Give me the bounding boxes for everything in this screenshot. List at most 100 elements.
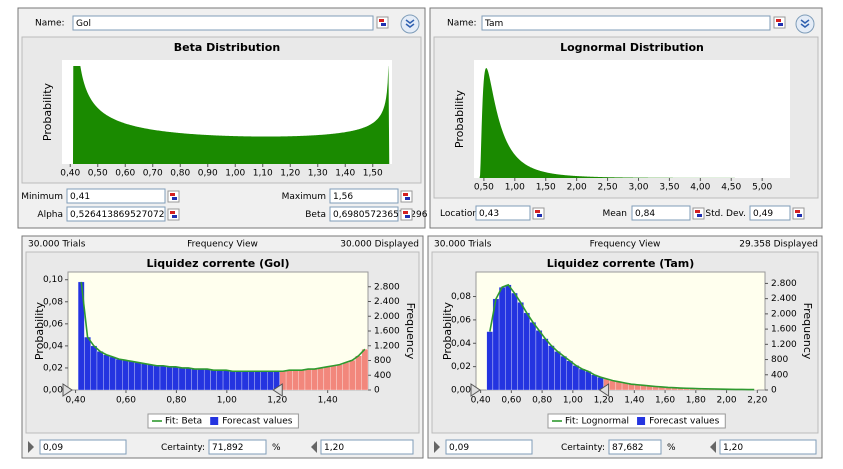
icon-red xyxy=(379,19,384,22)
upper-grabber[interactable] xyxy=(598,383,610,397)
lower-grabber[interactable] xyxy=(62,383,73,397)
y-tick-label: 0,00 xyxy=(451,386,471,396)
icon-frame xyxy=(792,207,805,220)
field-label: Beta xyxy=(305,210,326,220)
histogram-bar xyxy=(140,363,148,391)
cell-reference-button[interactable] xyxy=(376,16,389,29)
field-label: Alpha xyxy=(37,210,63,220)
cell-reference-button[interactable] xyxy=(773,16,786,29)
input-value: 0,698057236574296 xyxy=(333,210,428,220)
input-box[interactable] xyxy=(475,205,531,221)
cell-reference-button[interactable] xyxy=(167,190,180,203)
histogram-bar xyxy=(191,368,198,391)
histogram-bar xyxy=(122,360,129,391)
lower-arrow xyxy=(28,441,34,453)
input-box[interactable] xyxy=(208,439,267,455)
y2-tick-label: 1.600 xyxy=(771,325,797,335)
input-box[interactable] xyxy=(66,188,166,204)
input-box[interactable] xyxy=(719,439,817,455)
input-value: 71,892 xyxy=(212,443,244,453)
x-tick-label: 4,00 xyxy=(690,183,710,193)
expand-button[interactable] xyxy=(400,14,420,34)
input-value: 1,20 xyxy=(324,443,344,453)
y2-axis-title: Frequency xyxy=(404,303,417,360)
histogram-bar xyxy=(267,371,274,391)
cell-reference-button[interactable] xyxy=(792,207,805,220)
x-tick-label: 2,00 xyxy=(717,396,737,406)
x-tick-label: 1,40 xyxy=(318,396,338,406)
y-tick-label: 0,08 xyxy=(43,297,63,307)
histogram-bar xyxy=(210,369,217,391)
histogram-bar xyxy=(578,368,586,391)
input-box[interactable] xyxy=(481,15,771,31)
x-tick-label: 0,90 xyxy=(198,169,218,179)
cell-reference-button[interactable] xyxy=(692,207,705,220)
input-box[interactable] xyxy=(445,439,533,455)
certainty-unit: % xyxy=(272,443,281,453)
icon-frame xyxy=(532,207,545,220)
input-value: 0,41 xyxy=(70,192,90,202)
expand-button[interactable] xyxy=(795,14,815,34)
input-box[interactable] xyxy=(66,206,166,222)
legend xyxy=(147,413,299,429)
icon-blue xyxy=(697,214,702,217)
y2-tick-label: 400 xyxy=(374,371,391,381)
input-value: 0,09 xyxy=(449,443,469,453)
histogram-bar xyxy=(342,362,350,391)
histogram-bar xyxy=(90,345,98,391)
input-value: 0,49 xyxy=(753,209,773,219)
cell-reference-button[interactable] xyxy=(167,208,180,221)
x-tick-label: 2,50 xyxy=(598,183,618,193)
input-box[interactable] xyxy=(329,206,399,222)
input-value: 0,09 xyxy=(43,443,63,453)
lower-grabber[interactable] xyxy=(470,383,481,397)
input-box[interactable] xyxy=(39,439,127,455)
histogram-bar xyxy=(304,368,312,391)
x-tick-label: 1,10 xyxy=(253,169,273,179)
histogram-bar xyxy=(348,360,356,391)
histogram-bar xyxy=(361,349,369,391)
icon-blue xyxy=(172,197,177,200)
x-tick-label: 1,30 xyxy=(308,169,328,179)
field-label: Mean xyxy=(602,209,627,219)
histogram-bar xyxy=(172,366,180,391)
input-box[interactable] xyxy=(72,15,374,31)
y2-tick-label: 800 xyxy=(771,355,788,365)
upper-grabber[interactable] xyxy=(272,383,283,397)
x-tick-label: 5,00 xyxy=(752,183,772,193)
histogram-bar xyxy=(336,364,343,391)
legend-label: Fit: Beta xyxy=(165,417,202,427)
cell-reference-button[interactable] xyxy=(532,207,545,220)
legend-bar-swatch xyxy=(637,417,646,425)
input-value: Gol xyxy=(76,19,91,29)
histogram-bar xyxy=(615,381,623,391)
histogram-bar xyxy=(197,368,205,391)
icon-blue xyxy=(381,23,386,26)
field-label: Std. Dev. xyxy=(705,209,746,219)
cell-reference-button[interactable] xyxy=(400,190,413,203)
input-box[interactable] xyxy=(749,205,791,221)
y-tick-label: 0,02 xyxy=(43,363,63,373)
histogram-bar xyxy=(115,358,123,391)
input-box[interactable] xyxy=(329,188,399,204)
certainty-label: Certainty: xyxy=(561,443,605,453)
input-box[interactable] xyxy=(608,439,662,455)
histogram-bar xyxy=(166,366,173,391)
histogram-bar xyxy=(609,380,617,391)
upper-arrow xyxy=(311,441,317,453)
icon-red xyxy=(795,210,800,213)
y-tick-label: 0,06 xyxy=(451,315,471,325)
input-box[interactable] xyxy=(320,439,414,455)
histogram-bar xyxy=(511,292,518,391)
x-tick-label: 0,40 xyxy=(66,396,86,406)
histogram-bar xyxy=(535,330,543,391)
field-label: Location xyxy=(440,209,478,219)
input-value: 0,84 xyxy=(635,209,655,219)
icon-blue xyxy=(405,197,410,200)
fit-line xyxy=(80,281,366,373)
histogram-bar xyxy=(330,365,337,391)
histogram-bar xyxy=(572,365,580,391)
y2-tick-label: 800 xyxy=(374,356,391,366)
input-box[interactable] xyxy=(631,205,691,221)
cell-reference-button[interactable] xyxy=(400,208,413,221)
